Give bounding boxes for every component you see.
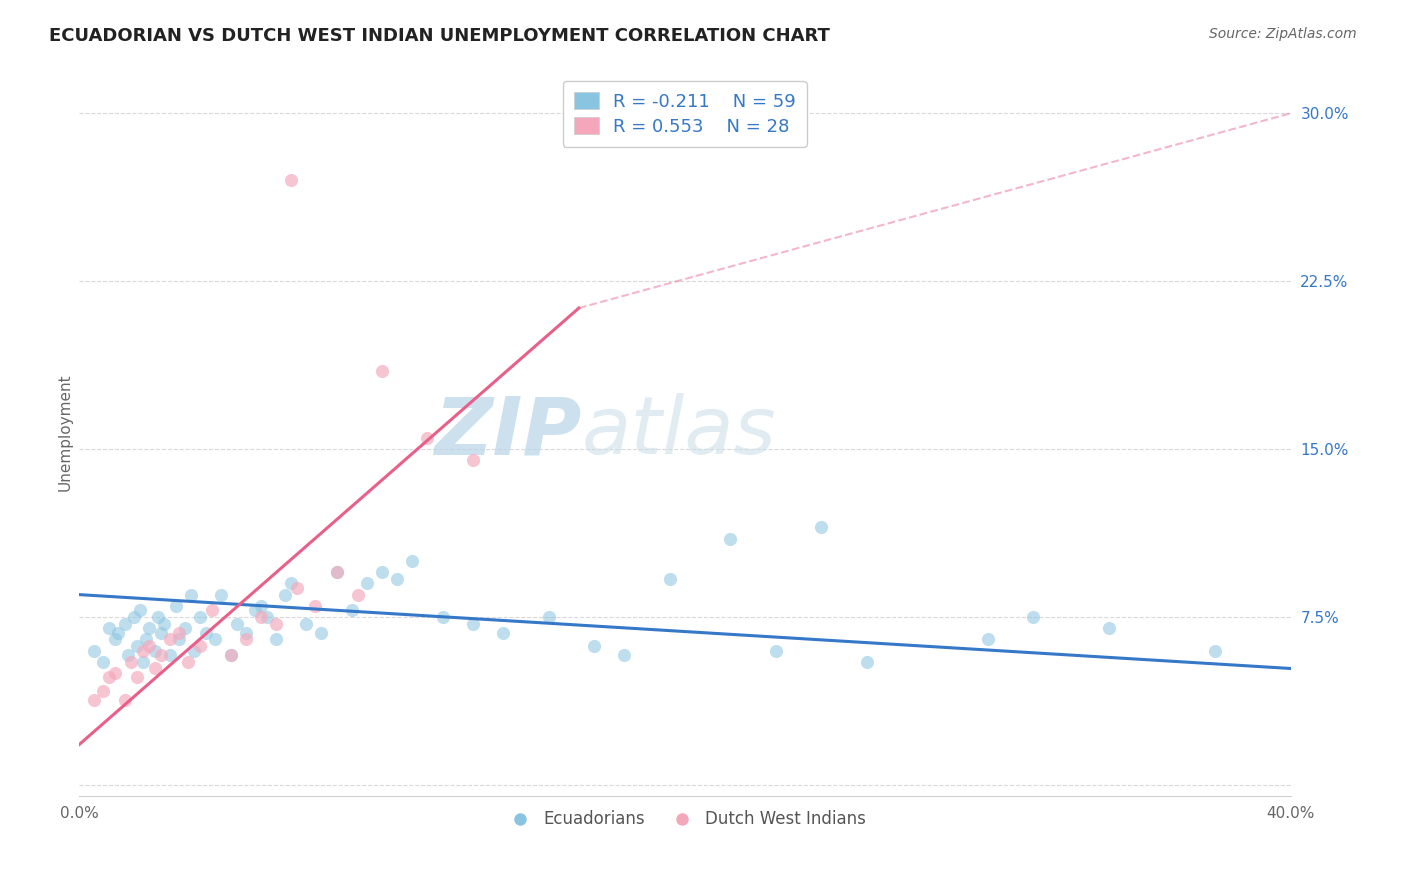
Text: Source: ZipAtlas.com: Source: ZipAtlas.com (1209, 27, 1357, 41)
Point (371, 364, 394, 378)
Point (658, 572, 681, 586)
Point (167, 632, 190, 647)
Point (204, 632, 226, 647)
Point (613, 648, 636, 662)
Point (159, 632, 181, 647)
Point (225, 616, 247, 631)
Point (250, 599, 273, 613)
Point (256, 610, 278, 624)
Point (219, 648, 242, 662)
Point (264, 632, 287, 647)
Point (295, 616, 318, 631)
Point (243, 603, 266, 617)
Point (325, 566, 347, 580)
Point (177, 655, 200, 669)
Point (188, 610, 211, 624)
Point (582, 639, 605, 653)
Point (356, 576, 378, 591)
Point (174, 621, 197, 635)
Point (537, 610, 560, 624)
Point (461, 453, 484, 467)
Point (98, 670, 121, 684)
Point (138, 639, 160, 653)
Point (274, 588, 297, 602)
Point (385, 572, 408, 586)
Point (492, 625, 515, 640)
Point (180, 588, 202, 602)
Point (83, 643, 105, 657)
Point (93, 684, 115, 698)
Point (211, 588, 233, 602)
Point (143, 643, 166, 657)
Point (718, 532, 741, 546)
Text: ECUADORIAN VS DUTCH WEST INDIAN UNEMPLOYMENT CORRELATION CHART: ECUADORIAN VS DUTCH WEST INDIAN UNEMPLOY… (49, 27, 830, 45)
Point (432, 610, 454, 624)
Point (98, 621, 121, 635)
Text: atlas: atlas (582, 393, 776, 471)
Point (159, 648, 181, 662)
Point (93, 655, 115, 669)
Point (107, 625, 129, 640)
Point (114, 616, 136, 631)
Point (201, 603, 224, 617)
Point (195, 625, 218, 640)
Point (165, 599, 187, 613)
Point (138, 621, 160, 635)
Point (188, 639, 211, 653)
Point (401, 554, 423, 568)
Point (104, 632, 127, 647)
Point (371, 566, 394, 580)
Point (285, 581, 308, 595)
Point (149, 648, 172, 662)
Point (1022, 610, 1045, 624)
Point (346, 588, 368, 602)
Point (132, 643, 155, 657)
Point (416, 431, 439, 445)
Point (128, 603, 150, 617)
Point (83, 693, 105, 707)
Point (855, 655, 877, 669)
Point (235, 625, 257, 640)
Point (1204, 643, 1226, 657)
Legend: Ecuadorians, Dutch West Indians: Ecuadorians, Dutch West Indians (496, 804, 873, 835)
Point (125, 670, 148, 684)
Point (167, 625, 190, 640)
Text: ZIP: ZIP (434, 393, 582, 471)
Point (183, 643, 205, 657)
Point (311, 625, 333, 640)
Point (125, 639, 148, 653)
Point (153, 616, 176, 631)
Point (149, 625, 172, 640)
Point (765, 643, 787, 657)
Point (117, 648, 139, 662)
Point (122, 610, 145, 624)
Point (340, 603, 363, 617)
Point (1098, 621, 1121, 635)
Point (461, 616, 484, 631)
Point (219, 648, 242, 662)
Point (114, 693, 136, 707)
Point (280, 576, 302, 591)
Y-axis label: Unemployment: Unemployment (58, 374, 72, 491)
Point (304, 599, 326, 613)
Point (132, 655, 155, 669)
Point (146, 610, 169, 624)
Point (120, 655, 142, 669)
Point (250, 610, 273, 624)
Point (143, 661, 166, 675)
Point (977, 632, 1000, 647)
Point (264, 616, 287, 631)
Point (810, 520, 832, 534)
Point (235, 632, 257, 647)
Point (325, 566, 347, 580)
Point (280, 173, 302, 187)
Point (104, 665, 127, 680)
Point (135, 632, 157, 647)
